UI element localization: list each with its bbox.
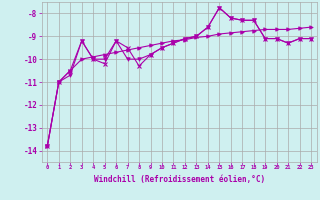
X-axis label: Windchill (Refroidissement éolien,°C): Windchill (Refroidissement éolien,°C) [94,175,265,184]
